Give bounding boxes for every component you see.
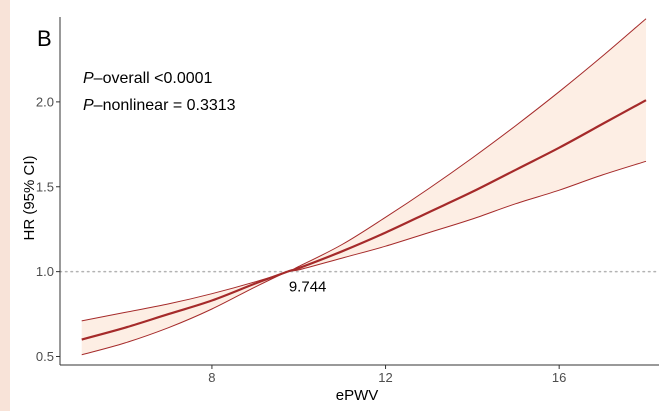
spline-chart: 8 12 16 0.5 1.0 1.5 2.0 9.744 B P–overall <0.00… (21, 17, 660, 404)
panel-label: B (37, 26, 52, 51)
y-tick-label: 1.5 (36, 179, 54, 194)
p-overall-text: –overall <0.0001 (94, 70, 213, 87)
p-nonlinear-annotation: P–nonlinear = 0.3313 (83, 97, 236, 114)
p-nonlinear-text: –nonlinear = 0.3313 (94, 97, 236, 114)
x-tick-label: 8 (208, 370, 215, 385)
p-nonlinear-prefix: P (83, 97, 94, 114)
x-tick-label: 16 (552, 370, 566, 385)
y-axis-title: HR (95% CI) (21, 155, 38, 240)
y-tick-label: 2.0 (36, 94, 54, 109)
x-tick-label: 12 (378, 370, 392, 385)
p-overall-annotation: P–overall <0.0001 (83, 70, 213, 87)
figure: 8 12 16 0.5 1.0 1.5 2.0 9.744 B P–overall <0.00… (10, 0, 669, 411)
x-axis-title: ePWV (336, 387, 379, 404)
plot-area: 8 12 16 0.5 1.0 1.5 2.0 9.744 (36, 17, 660, 385)
reference-point-label: 9.744 (289, 279, 327, 296)
p-overall-prefix: P (83, 70, 94, 87)
lower-ci-line (81, 160, 647, 356)
y-tick-label: 1.0 (36, 264, 54, 279)
y-tick-label: 0.5 (36, 349, 54, 364)
confidence-band (81, 18, 646, 355)
upper-ci-line (81, 18, 647, 322)
hr-estimate-line (81, 99, 647, 341)
